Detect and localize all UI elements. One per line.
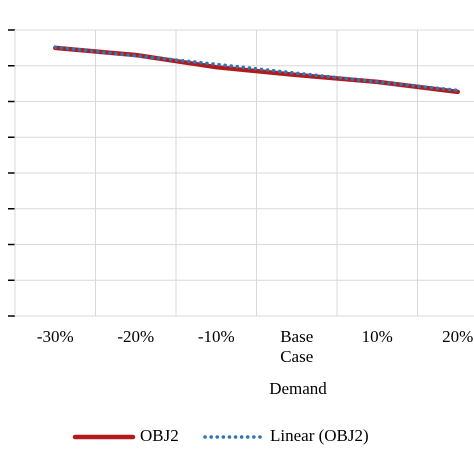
x-tick-label: Base Case	[280, 327, 313, 366]
x-tick-label: -20%	[117, 327, 154, 346]
x-tick-label: -30%	[37, 327, 74, 346]
x-axis-title: Demand	[269, 379, 327, 398]
series-line	[53, 45, 460, 93]
legend-label: Linear (OBJ2)	[270, 426, 369, 445]
x-tick-label: 10%	[362, 327, 393, 346]
legend-label: OBJ2	[140, 426, 179, 445]
x-tick-label: 20%	[442, 327, 473, 346]
x-tick-label: -10%	[198, 327, 235, 346]
